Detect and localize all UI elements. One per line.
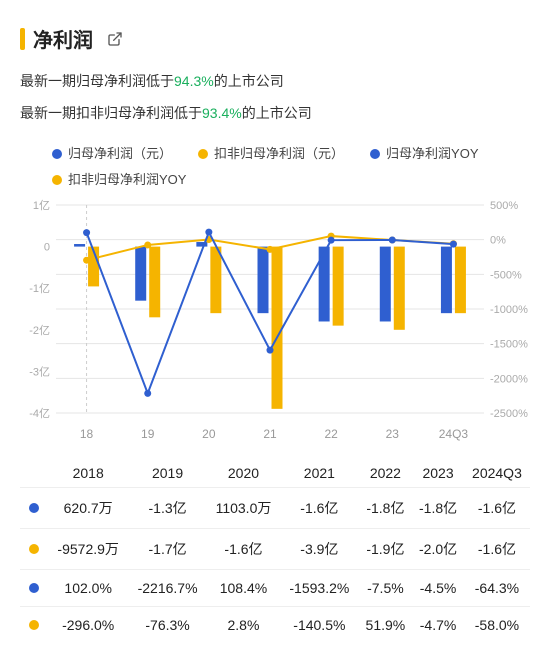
svg-text:-4亿: -4亿 <box>29 407 50 419</box>
stat1-pct: 94.3% <box>174 73 214 89</box>
table-cell: -1.6亿 <box>280 488 358 529</box>
table-header: 2020 <box>207 459 280 488</box>
row-marker <box>20 488 48 529</box>
row-dot-icon <box>29 620 39 630</box>
table-row: -9572.9万-1.7亿-1.6亿-3.9亿-1.9亿-2.0亿-1.6亿 <box>20 529 530 570</box>
table-cell: -1.8亿 <box>359 488 413 529</box>
table-row: 620.7万-1.3亿1103.0万-1.6亿-1.8亿-1.8亿-1.6亿 <box>20 488 530 529</box>
table-cell: -140.5% <box>280 607 358 644</box>
table-header: 2019 <box>128 459 206 488</box>
table-cell: -58.0% <box>464 607 530 644</box>
x-axis-label: 18 <box>80 427 93 441</box>
table-row: 102.0%-2216.7%108.4%-1593.2%-7.5%-4.5%-6… <box>20 570 530 607</box>
table-header: 2022 <box>359 459 413 488</box>
table-cell: -7.5% <box>359 570 413 607</box>
stat1-post: 的上市公司 <box>214 73 284 89</box>
table-header: 2024Q3 <box>464 459 530 488</box>
table-cell: -4.5% <box>412 570 464 607</box>
stat2-pct: 93.4% <box>202 105 242 121</box>
chart-x-labels: 18 19 20 21 22 23 24Q3 <box>56 427 490 445</box>
table-cell: -1.3亿 <box>128 488 206 529</box>
legend-item-1: 归母净利润（元） <box>52 141 172 167</box>
table-cell: 51.9% <box>359 607 413 644</box>
table-header: 2021 <box>280 459 358 488</box>
table-header <box>20 459 48 488</box>
row-marker <box>20 570 48 607</box>
svg-text:0%: 0% <box>490 235 506 247</box>
legend-dot <box>52 149 62 159</box>
stat2-post: 的上市公司 <box>242 105 312 121</box>
table-cell: 2.8% <box>207 607 280 644</box>
svg-text:1亿: 1亿 <box>33 199 50 212</box>
stat-line-1: 最新一期归母净利润低于94.3%的上市公司 <box>20 71 530 91</box>
table-header: 2018 <box>48 459 128 488</box>
table-cell: 108.4% <box>207 570 280 607</box>
table-cell: -296.0% <box>48 607 128 644</box>
table-cell: -1.8亿 <box>412 488 464 529</box>
row-dot-icon <box>29 544 39 554</box>
table-cell: 102.0% <box>48 570 128 607</box>
row-dot-icon <box>29 503 39 513</box>
table-cell: -1.6亿 <box>207 529 280 570</box>
svg-text:-1500%: -1500% <box>490 339 528 351</box>
page-title: 净利润 <box>33 24 93 53</box>
svg-text:500%: 500% <box>490 200 518 212</box>
external-link-icon[interactable] <box>107 31 123 47</box>
table-row: -296.0%-76.3%2.8%-140.5%51.9%-4.7%-58.0% <box>20 607 530 644</box>
legend-dot <box>198 149 208 159</box>
table-cell: -3.9亿 <box>280 529 358 570</box>
svg-text:0: 0 <box>44 242 50 254</box>
row-dot-icon <box>29 583 39 593</box>
table-cell: 1103.0万 <box>207 488 280 529</box>
legend-item-3: 归母净利润YOY <box>370 141 478 167</box>
table-cell: -4.7% <box>412 607 464 644</box>
legend-item-2: 扣非归母净利润（元） <box>198 141 344 167</box>
stat2-pre: 最新一期扣非归母净利润低于 <box>20 105 202 121</box>
table-header: 2023 <box>412 459 464 488</box>
net-profit-chart: 500% 0% -500% -1000% -1500% -2000% -2500% 1亿 0 -1… <box>20 199 530 419</box>
table-cell: -1.6亿 <box>464 529 530 570</box>
svg-text:-1000%: -1000% <box>490 304 528 316</box>
table-cell: -1593.2% <box>280 570 358 607</box>
x-axis-label: 23 <box>386 427 399 441</box>
table-cell: -2.0亿 <box>412 529 464 570</box>
table-cell: -76.3% <box>128 607 206 644</box>
svg-text:-3亿: -3亿 <box>29 365 50 378</box>
table-cell: -2216.7% <box>128 570 206 607</box>
x-axis-label: 21 <box>263 427 276 441</box>
accent-bar <box>20 28 25 50</box>
table-cell: -1.7亿 <box>128 529 206 570</box>
x-axis-label: 22 <box>324 427 337 441</box>
stat1-pre: 最新一期归母净利润低于 <box>20 73 174 89</box>
table-cell: -1.9亿 <box>359 529 413 570</box>
table-cell: -64.3% <box>464 570 530 607</box>
legend-dot <box>370 149 380 159</box>
legend-item-4: 扣非归母净利润YOY <box>52 167 186 193</box>
svg-text:-2500%: -2500% <box>490 408 528 419</box>
row-marker <box>20 607 48 644</box>
svg-text:-2000%: -2000% <box>490 373 528 385</box>
svg-text:-500%: -500% <box>490 269 522 281</box>
section-header: 净利润 <box>20 24 530 53</box>
chart-legend: 归母净利润（元） 扣非归母净利润（元） 归母净利润YOY 扣非归母净利润YOY <box>52 141 530 193</box>
table-cell: -1.6亿 <box>464 488 530 529</box>
table-cell: 620.7万 <box>48 488 128 529</box>
x-axis-label: 19 <box>141 427 154 441</box>
x-axis-label: 24Q3 <box>439 427 468 441</box>
legend-dot <box>52 175 62 185</box>
table-cell: -9572.9万 <box>48 529 128 570</box>
stat-line-2: 最新一期扣非归母净利润低于93.4%的上市公司 <box>20 103 530 123</box>
row-marker <box>20 529 48 570</box>
data-table: 2018201920202021202220232024Q3 620.7万-1.… <box>20 459 530 643</box>
svg-text:-1亿: -1亿 <box>29 282 50 295</box>
svg-text:-2亿: -2亿 <box>29 324 50 337</box>
x-axis-label: 20 <box>202 427 215 441</box>
